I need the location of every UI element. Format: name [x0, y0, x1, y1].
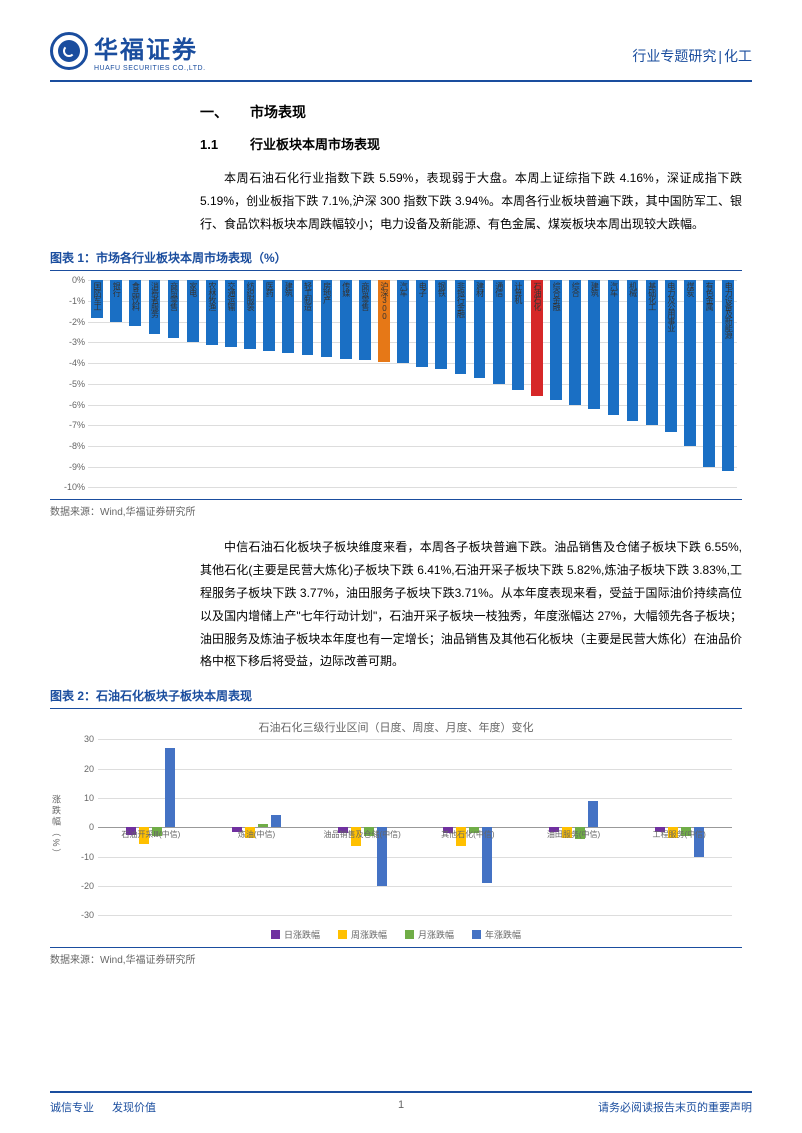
- bar-label: 汽车: [609, 282, 617, 296]
- page-footer: 诚信专业 发现价值 1 请务必阅读报告末页的重要声明: [50, 1091, 752, 1115]
- bar-label: 建筑: [284, 282, 292, 296]
- bar-label: 通信: [495, 282, 503, 296]
- group-label: 石油开采Ⅲ(中信): [121, 829, 180, 840]
- bar-label: 钢铁: [437, 282, 445, 296]
- legend-item: 周涨跌幅: [338, 928, 387, 941]
- bar-label: 汽车: [399, 282, 407, 296]
- logo-en-text: HUAFU SECURITIES CO.,LTD.: [94, 65, 206, 72]
- bar-煤炭: [684, 280, 696, 446]
- bar-机械: [627, 280, 639, 421]
- bar-label: 沪深300: [380, 282, 388, 320]
- bar-label: 电力设备及新能源: [724, 282, 732, 338]
- logo-icon: [50, 32, 88, 70]
- bar-label: 非银行金融: [456, 282, 464, 317]
- bar-label: 建筑: [590, 282, 598, 296]
- section-1-1-heading: 1.1行业板块本周市场表现: [200, 134, 742, 153]
- section-1-1-title: 行业板块本周市场表现: [250, 137, 380, 152]
- figure-1-source: 数据来源：Wind,华福证券研究所: [50, 499, 742, 518]
- bar2: [271, 815, 281, 827]
- bar-label: 机械: [629, 282, 637, 296]
- group-label: 其他石化(中信): [441, 829, 494, 840]
- bar-label: 房地产: [323, 282, 331, 303]
- footer-page-number: 1: [398, 1099, 404, 1111]
- footer-right: 请务必阅读报告末页的重要声明: [598, 1099, 752, 1115]
- section-1-num: 一、: [200, 102, 250, 122]
- page-header: 华福证券 HUAFU SECURITIES CO.,LTD. 行业专题研究|化工: [50, 30, 752, 82]
- bar-label: 商贸零售: [361, 282, 369, 310]
- paragraph-1: 本周石油石化行业指数下跌 5.59%，表现弱于大盘。本周上证综指下跌 4.16%…: [200, 167, 742, 235]
- figure-2-source: 数据来源：Wind,华福证券研究所: [50, 947, 742, 966]
- bar-label: 石油石化: [533, 282, 541, 310]
- group-label: 油品销售及仓储(中信): [324, 829, 401, 840]
- chart2-inner-title: 石油石化三级行业区间（日度、周度、月度、年度）变化: [50, 713, 742, 735]
- bar2: [588, 801, 598, 827]
- footer-left-1: 诚信专业: [50, 1102, 94, 1114]
- bar-汽车: [608, 280, 620, 415]
- figure-2-chart: 石油石化三级行业区间（日度、周度、月度、年度）变化3020100-10-20-3…: [50, 713, 742, 943]
- bar-label: 传媒: [342, 282, 350, 296]
- header-category: 行业专题研究|化工: [632, 46, 752, 66]
- bar-label: 纺织服装: [246, 282, 254, 310]
- bar-label: 煤炭: [686, 282, 694, 296]
- bar-label: 交通运输: [227, 282, 235, 310]
- footer-left-2: 发现价值: [112, 1102, 156, 1114]
- figure-1-title: 图表 1：市场各行业板块本周市场表现（%）: [50, 249, 742, 271]
- paragraph-2: 中信石油石化板块子板块维度来看，本周各子板块普遍下跌。油品销售及仓储子板块下跌 …: [200, 536, 742, 673]
- bar-label: 轻工制造: [303, 282, 311, 310]
- logo-cn-text: 华福证券: [94, 30, 206, 65]
- bar-label: 综合: [571, 282, 579, 296]
- bar-label: 农林牧渔: [208, 282, 216, 310]
- bar-label: 电力及公用事业: [667, 282, 675, 331]
- bar2: [165, 748, 175, 827]
- figure-1-chart: 0%-1%-2%-3%-4%-5%-6%-7%-8%-9%-10%国防军工银行食…: [50, 275, 742, 495]
- section-1-1-num: 1.1: [200, 137, 250, 152]
- bar-label: 基础化工: [648, 282, 656, 310]
- bar-label: 计算机: [514, 282, 522, 303]
- footer-left: 诚信专业 发现价值: [50, 1099, 156, 1115]
- bar-label: 家电: [189, 282, 197, 296]
- group-label: 工程服务(中信): [653, 829, 706, 840]
- header-cat-2: 化工: [724, 48, 752, 64]
- company-logo: 华福证券 HUAFU SECURITIES CO.,LTD.: [50, 30, 206, 72]
- group-label: 油田服务(中信): [547, 829, 600, 840]
- legend-item: 日涨跌幅: [271, 928, 320, 941]
- section-1-title: 市场表现: [250, 104, 306, 120]
- bar-label: 建材: [476, 282, 484, 296]
- bar-建筑: [588, 280, 600, 408]
- legend-item: 年涨跌幅: [472, 928, 521, 941]
- figure-2-title: 图表 2：石油石化板块子板块本周表现: [50, 687, 742, 709]
- bar-label: 消费者服务: [150, 282, 158, 317]
- header-cat-1: 行业专题研究: [632, 48, 716, 64]
- section-1-heading: 一、市场表现: [200, 102, 742, 122]
- bar-label: 食品饮料: [131, 282, 139, 310]
- bar-label: 综合金融: [552, 282, 560, 310]
- bar-label: 电子: [418, 282, 426, 296]
- bar-label: 医药: [265, 282, 273, 296]
- group-label: 炼油(中信): [238, 829, 275, 840]
- bar-label: 有色金属: [705, 282, 713, 310]
- bar-label: 商贸零售: [170, 282, 178, 310]
- bar-label: 银行: [112, 282, 120, 296]
- bar-综合: [569, 280, 581, 404]
- bar2: [258, 824, 268, 827]
- bar-label: 国防军工: [93, 282, 101, 310]
- legend-item: 月涨跌幅: [405, 928, 454, 941]
